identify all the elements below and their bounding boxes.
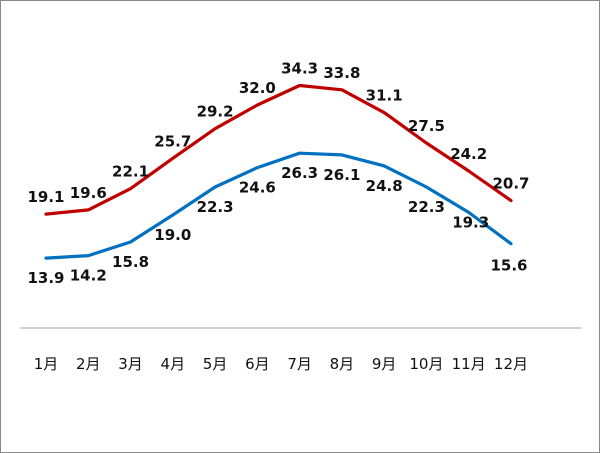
x-tick-label: 7月: [287, 355, 312, 373]
data-label: 31.1: [366, 87, 403, 105]
data-label: 19.6: [70, 184, 107, 202]
x-tick-label: 11月: [452, 355, 486, 373]
data-label: 26.1: [323, 166, 360, 184]
x-tick-label: 3月: [118, 355, 143, 373]
x-tick-label: 1月: [34, 355, 59, 373]
x-tick-label: 9月: [372, 355, 397, 373]
data-label: 32.0: [239, 79, 276, 97]
data-label: 22.3: [408, 198, 445, 216]
data-label: 14.2: [70, 267, 107, 285]
x-tick-label: 5月: [203, 355, 228, 373]
data-label: 20.7: [492, 175, 529, 193]
data-label: 13.9: [27, 269, 64, 287]
x-tick-label: 6月: [245, 355, 270, 373]
data-label: 34.3: [281, 60, 318, 78]
data-label: 15.8: [112, 253, 149, 271]
data-label: 27.5: [408, 117, 445, 135]
data-label: 19.0: [154, 226, 191, 244]
data-label: 29.2: [197, 103, 234, 121]
data-label: 22.1: [112, 163, 149, 181]
data-label: 22.3: [197, 198, 234, 216]
x-tick-label: 12月: [494, 355, 528, 373]
data-label: 26.3: [281, 164, 318, 182]
x-tick-label: 8月: [330, 355, 355, 373]
data-label: 33.8: [323, 64, 360, 82]
series-line-2: [44, 151, 513, 260]
data-label: 25.7: [154, 132, 191, 150]
data-label: 24.2: [450, 145, 487, 163]
data-label: 19.1: [27, 188, 64, 206]
x-tick-label: 10月: [409, 355, 443, 373]
data-label: 19.3: [452, 213, 489, 231]
series-line-1: [44, 83, 513, 216]
data-label: 15.6: [490, 257, 527, 275]
x-tick-label: 4月: [161, 355, 186, 373]
data-label: 24.6: [239, 179, 276, 197]
data-label: 24.8: [366, 177, 403, 195]
x-tick-label: 2月: [76, 355, 101, 373]
